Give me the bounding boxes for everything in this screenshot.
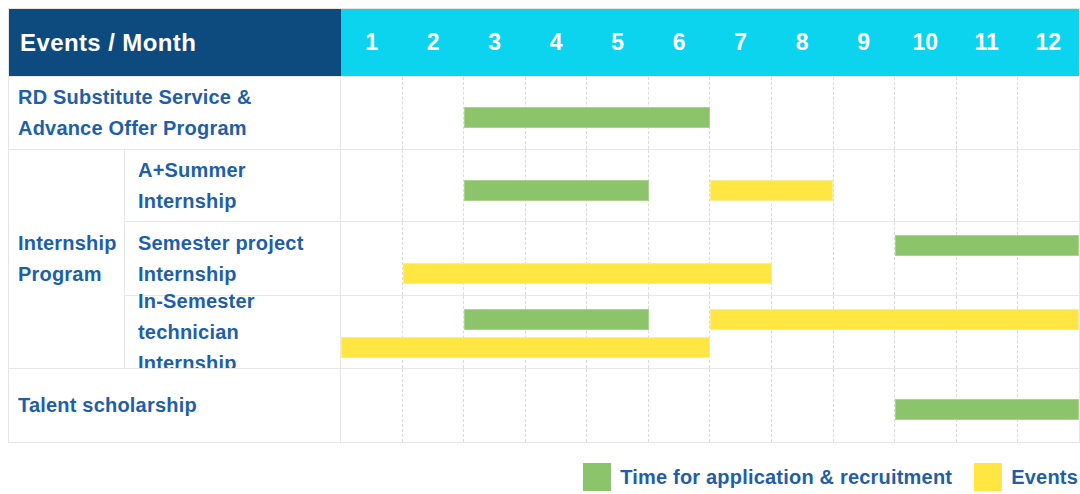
gantt-row-rd-substitute — [341, 76, 1079, 149]
month-grid-cell — [1017, 222, 1079, 295]
row-label-a-summer-internship: A+Summer Internship — [125, 149, 341, 221]
month-grid-cell — [894, 222, 956, 295]
month-grid-cell — [771, 296, 833, 368]
month-header-row: 123456789101112 — [341, 9, 1079, 76]
row-label-line: A+Summer — [138, 155, 334, 186]
legend-label: Events — [1011, 466, 1078, 489]
month-header-cell: 5 — [587, 9, 649, 76]
bar-application-recruitment — [464, 309, 649, 330]
month-grid-cell — [648, 222, 710, 295]
row-label-line: Talent scholarship — [18, 390, 334, 421]
legend-swatch-yellow — [974, 463, 1002, 491]
month-header-cell: 3 — [464, 9, 526, 76]
legend-item-application-recruitment: Time for application & recruitment — [583, 463, 952, 491]
gantt-row-in-semester-technician-internship — [341, 295, 1079, 368]
bar-events — [710, 180, 833, 201]
month-grid-cell — [833, 369, 895, 442]
month-grid-cell — [1017, 150, 1079, 221]
group-label-internship-program: Internship Program — [9, 149, 125, 368]
month-grid-cell — [402, 150, 464, 221]
month-grid-cell — [341, 369, 402, 442]
month-grid-cell — [648, 150, 710, 221]
month-grid-cell — [463, 369, 525, 442]
month-grid-cell — [525, 369, 587, 442]
bar-application-recruitment — [464, 107, 710, 128]
month-header-cell: 6 — [649, 9, 711, 76]
month-header-cell: 4 — [526, 9, 588, 76]
month-grid-cell — [402, 369, 464, 442]
bar-events — [403, 263, 772, 284]
month-grid-cell — [771, 369, 833, 442]
gantt-row-semester-project-internship — [341, 221, 1079, 295]
month-grid-cell — [833, 77, 895, 149]
group-label-line: Program — [18, 259, 118, 290]
row-label-line: Semester project — [138, 228, 334, 259]
month-grid-cell — [771, 77, 833, 149]
bar-application-recruitment — [895, 235, 1080, 256]
month-grid-cell — [956, 150, 1018, 221]
month-header-cell: 12 — [1018, 9, 1080, 76]
row-label-line: RD Substitute Service & — [18, 82, 334, 113]
month-grid-cell — [894, 77, 956, 149]
bar-events — [710, 309, 1079, 330]
month-grid-cell — [463, 222, 525, 295]
month-grid-cell — [894, 296, 956, 368]
month-grid-cell — [1017, 77, 1079, 149]
month-header-cell: 10 — [895, 9, 957, 76]
row-label-line: Advance Offer Program — [18, 113, 334, 144]
month-grid-cell — [1017, 296, 1079, 368]
month-grid-cell — [525, 222, 587, 295]
header-title: Events / Month — [20, 29, 196, 57]
month-grid-cell — [833, 296, 895, 368]
month-grid-cell — [341, 77, 402, 149]
legend-swatch-green — [583, 463, 611, 491]
row-label-semester-project-internship: Semester project Internship — [125, 221, 341, 295]
group-label-line: Internship — [18, 228, 118, 259]
month-header-cell: 8 — [772, 9, 834, 76]
row-label-rd-substitute: RD Substitute Service & Advance Offer Pr… — [9, 76, 341, 149]
month-header-cell: 11 — [956, 9, 1018, 76]
month-header-cell: 1 — [341, 9, 403, 76]
month-header-cell: 9 — [833, 9, 895, 76]
bar-application-recruitment — [895, 399, 1080, 420]
gantt-schedule-page: Events / Month 123456789101112 RD Substi… — [0, 0, 1080, 494]
row-label-line: Internship — [138, 186, 334, 217]
header-events-month-cell: Events / Month — [9, 9, 341, 76]
month-grid-cell — [586, 369, 648, 442]
month-grid-cell — [833, 222, 895, 295]
legend-label: Time for application & recruitment — [620, 466, 952, 489]
month-grid-cell — [956, 296, 1018, 368]
month-grid-cell — [709, 77, 771, 149]
month-grid-cell — [956, 222, 1018, 295]
month-grid-cell — [341, 222, 402, 295]
month-grid-cell — [341, 150, 402, 221]
row-label-in-semester-technician-internship: In-Semester technician Internship — [125, 295, 341, 368]
month-grid-cell — [894, 150, 956, 221]
bar-events — [341, 337, 710, 358]
month-grid-cell — [956, 77, 1018, 149]
gantt-row-a-summer-internship — [341, 149, 1079, 221]
month-grid-cell — [648, 369, 710, 442]
month-grid-cell — [709, 296, 771, 368]
month-grid-cell — [402, 77, 464, 149]
legend: Time for application & recruitment Event… — [583, 463, 1078, 491]
month-grid-cell — [586, 222, 648, 295]
gantt-row-talent-scholarship — [341, 368, 1079, 442]
month-grid-cell — [709, 222, 771, 295]
legend-item-events: Events — [974, 463, 1078, 491]
month-grid-cell — [833, 150, 895, 221]
row-label-line: In-Semester — [138, 286, 334, 317]
month-grid-cell — [709, 369, 771, 442]
row-label-talent-scholarship: Talent scholarship — [9, 368, 341, 442]
bar-application-recruitment — [464, 180, 649, 201]
month-header-cell: 2 — [403, 9, 465, 76]
month-header-cell: 7 — [710, 9, 772, 76]
month-grid-cell — [771, 222, 833, 295]
month-grid-cell — [402, 222, 464, 295]
schedule-table: Events / Month 123456789101112 RD Substi… — [8, 8, 1080, 443]
